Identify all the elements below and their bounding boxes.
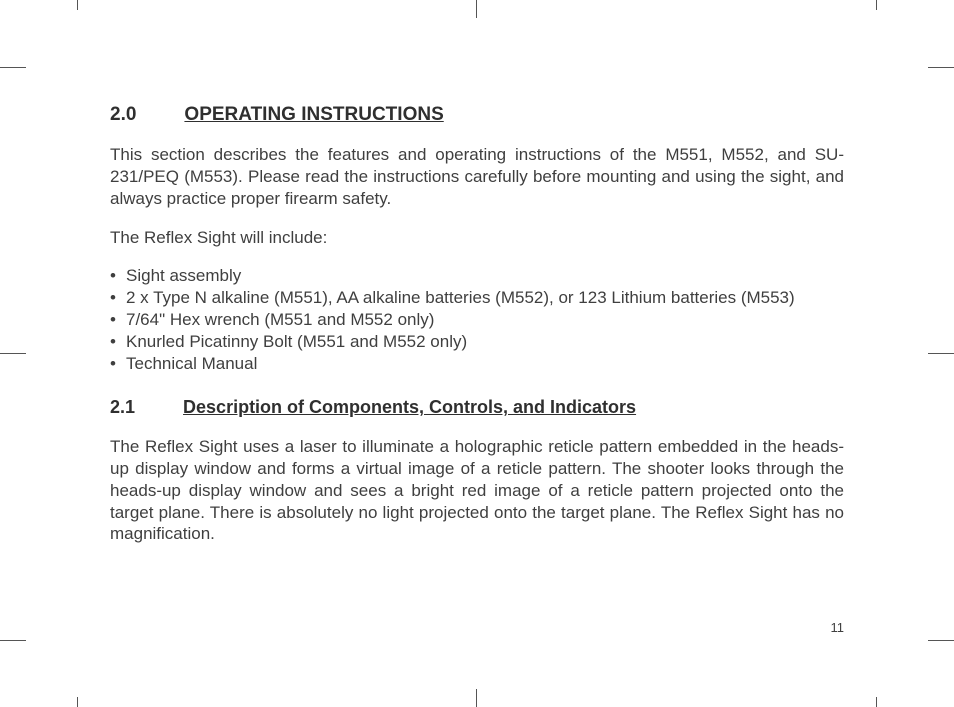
page-number: 11	[831, 620, 845, 635]
list-item: • Knurled Picatinny Bolt (M551 and M552 o…	[110, 331, 844, 353]
crop-mark	[0, 353, 26, 354]
list-item-text: 7/64" Hex wrench (M551 and M552 only)	[126, 309, 434, 331]
list-item: • 7/64" Hex wrench (M551 and M552 only)	[110, 309, 844, 331]
list-item: • Sight assembly	[110, 265, 844, 287]
section-intro: This section describes the features and …	[110, 144, 844, 209]
include-lead: The Reflex Sight will include:	[110, 227, 844, 249]
section-heading: 2.0 OPERATING INSTRUCTIONS	[110, 104, 844, 126]
section-title: OPERATING INSTRUCTIONS	[184, 104, 443, 126]
crop-mark	[0, 67, 26, 68]
bullet-icon: •	[110, 287, 120, 309]
crop-mark	[77, 0, 78, 10]
crop-mark	[876, 697, 877, 707]
bullet-icon: •	[110, 309, 120, 331]
list-item: • Technical Manual	[110, 353, 844, 375]
subsection-title: Description of Components, Controls, and…	[183, 397, 636, 418]
page-content: 2.0 OPERATING INSTRUCTIONS This section …	[110, 68, 844, 639]
crop-mark	[928, 67, 954, 68]
crop-mark	[0, 640, 26, 641]
list-item-text: 2 x Type N alkaline (M551), AA alkaline …	[126, 287, 795, 309]
subsection-number: 2.1	[110, 397, 135, 418]
list-item-text: Knurled Picatinny Bolt (M551 and M552 on…	[126, 331, 467, 353]
crop-mark	[77, 697, 78, 707]
include-list: • Sight assembly • 2 x Type N alkaline (M5…	[110, 265, 844, 375]
crop-mark	[476, 689, 477, 707]
list-item-text: Sight assembly	[126, 265, 241, 287]
crop-mark	[876, 0, 877, 10]
section-number: 2.0	[110, 104, 136, 126]
crop-mark	[476, 0, 477, 18]
subsection-heading: 2.1 Description of Components, Controls,…	[110, 397, 844, 418]
bullet-icon: •	[110, 353, 120, 375]
bullet-icon: •	[110, 265, 120, 287]
crop-mark	[928, 353, 954, 354]
crop-mark	[928, 640, 954, 641]
bullet-icon: •	[110, 331, 120, 353]
list-item-text: Technical Manual	[126, 353, 257, 375]
subsection-body: The Reflex Sight uses a laser to illumin…	[110, 436, 844, 545]
list-item: • 2 x Type N alkaline (M551), AA alkaline…	[110, 287, 844, 309]
